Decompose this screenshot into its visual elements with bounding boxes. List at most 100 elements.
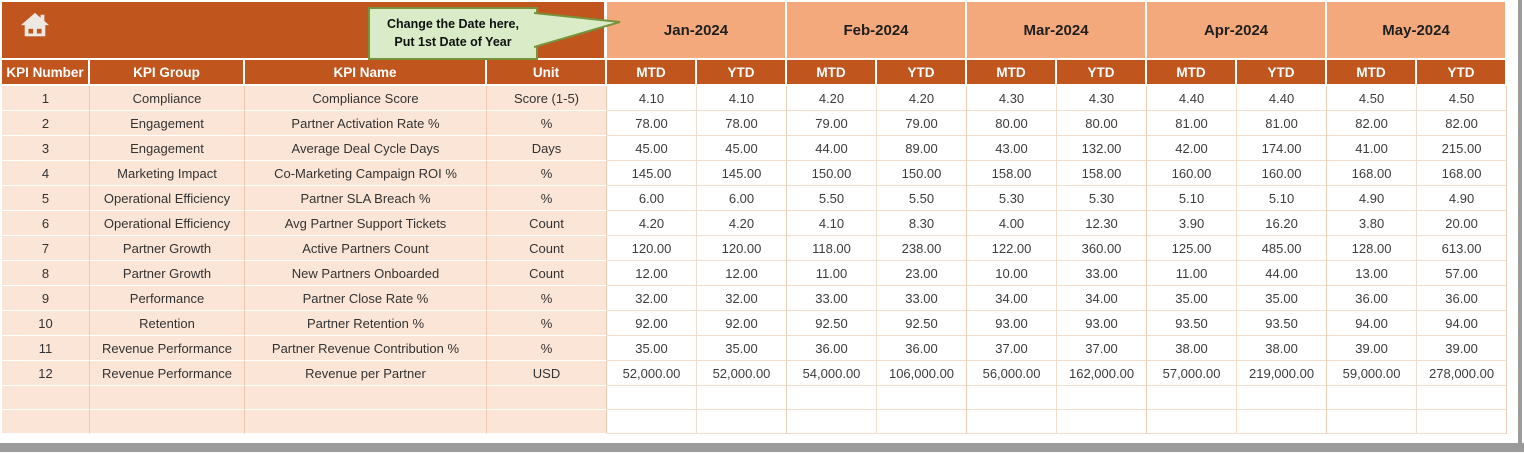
value-cell[interactable]: 160.00 (1147, 161, 1238, 186)
value-cell[interactable]: 4.20 (697, 211, 787, 236)
empty-cell[interactable] (2, 410, 90, 434)
empty-cell[interactable] (967, 386, 1058, 410)
empty-cell[interactable] (245, 410, 487, 434)
month-header-4[interactable]: May-2024 (1327, 2, 1508, 60)
value-cell[interactable]: 37.00 (1057, 336, 1148, 361)
empty-cell[interactable] (1327, 386, 1418, 410)
month-header-2[interactable]: Mar-2024 (967, 2, 1148, 60)
value-cell[interactable]: 34.00 (1057, 286, 1148, 311)
value-cell[interactable]: 44.00 (787, 136, 877, 161)
value-cell[interactable]: 94.00 (1417, 311, 1508, 336)
value-cell[interactable]: 93.00 (1057, 311, 1148, 336)
empty-cell[interactable] (1417, 410, 1508, 434)
kpi-name-cell[interactable]: Co-Marketing Campaign ROI % (245, 161, 487, 186)
unit-cell[interactable]: % (487, 111, 607, 136)
kpi-group-cell[interactable]: Marketing Impact (90, 161, 245, 186)
value-cell[interactable]: 4.20 (607, 211, 697, 236)
unit-cell[interactable]: % (487, 311, 607, 336)
value-cell[interactable]: 79.00 (787, 111, 877, 136)
month-header-3[interactable]: Apr-2024 (1147, 2, 1328, 60)
value-cell[interactable]: 79.00 (877, 111, 968, 136)
value-cell[interactable]: 11.00 (1147, 261, 1238, 286)
value-cell[interactable]: 5.50 (787, 186, 877, 211)
kpi-group-cell[interactable]: Engagement (90, 111, 245, 136)
kpi-group-cell[interactable]: Operational Efficiency (90, 186, 245, 211)
empty-cell[interactable] (245, 386, 487, 410)
col-header-kpi-group[interactable]: KPI Group (90, 60, 245, 86)
value-cell[interactable]: 23.00 (877, 261, 968, 286)
value-cell[interactable]: 132.00 (1057, 136, 1148, 161)
period-header-ytd-month0[interactable]: YTD (697, 60, 787, 86)
kpi-number-cell[interactable]: 11 (2, 336, 90, 361)
value-cell[interactable]: 3.90 (1147, 211, 1238, 236)
period-header-mtd-month0[interactable]: MTD (607, 60, 697, 86)
empty-cell[interactable] (487, 410, 607, 434)
period-header-mtd-month2[interactable]: MTD (967, 60, 1058, 86)
month-header-0[interactable]: Jan-2024 (607, 2, 787, 60)
kpi-group-cell[interactable]: Partner Growth (90, 236, 245, 261)
value-cell[interactable]: 215.00 (1417, 136, 1508, 161)
value-cell[interactable]: 52,000.00 (607, 361, 697, 386)
kpi-number-cell[interactable]: 6 (2, 211, 90, 236)
value-cell[interactable]: 4.20 (787, 86, 877, 111)
value-cell[interactable]: 5.30 (967, 186, 1058, 211)
empty-cell[interactable] (2, 386, 90, 410)
value-cell[interactable]: 80.00 (1057, 111, 1148, 136)
value-cell[interactable]: 33.00 (787, 286, 877, 311)
value-cell[interactable]: 145.00 (697, 161, 787, 186)
unit-cell[interactable]: Count (487, 236, 607, 261)
empty-cell[interactable] (607, 386, 697, 410)
value-cell[interactable]: 82.00 (1417, 111, 1508, 136)
value-cell[interactable]: 128.00 (1327, 236, 1418, 261)
unit-cell[interactable]: Count (487, 211, 607, 236)
value-cell[interactable]: 54,000.00 (787, 361, 877, 386)
value-cell[interactable]: 238.00 (877, 236, 968, 261)
empty-cell[interactable] (1057, 386, 1148, 410)
value-cell[interactable]: 12.00 (697, 261, 787, 286)
value-cell[interactable]: 168.00 (1417, 161, 1508, 186)
value-cell[interactable]: 36.00 (1417, 286, 1508, 311)
kpi-name-cell[interactable]: Active Partners Count (245, 236, 487, 261)
value-cell[interactable]: 33.00 (877, 286, 968, 311)
kpi-number-cell[interactable]: 8 (2, 261, 90, 286)
value-cell[interactable]: 4.30 (1057, 86, 1148, 111)
value-cell[interactable]: 92.50 (877, 311, 968, 336)
value-cell[interactable]: 42.00 (1147, 136, 1238, 161)
kpi-group-cell[interactable]: Partner Growth (90, 261, 245, 286)
value-cell[interactable]: 78.00 (697, 111, 787, 136)
value-cell[interactable]: 10.00 (967, 261, 1058, 286)
value-cell[interactable]: 13.00 (1327, 261, 1418, 286)
value-cell[interactable]: 4.30 (967, 86, 1058, 111)
value-cell[interactable]: 4.10 (607, 86, 697, 111)
empty-cell[interactable] (1147, 386, 1238, 410)
kpi-group-cell[interactable]: Revenue Performance (90, 361, 245, 386)
unit-cell[interactable]: % (487, 186, 607, 211)
period-header-mtd-month3[interactable]: MTD (1147, 60, 1238, 86)
value-cell[interactable]: 35.00 (1237, 286, 1328, 311)
col-header-kpi-number[interactable]: KPI Number (2, 60, 90, 86)
unit-cell[interactable]: Count (487, 261, 607, 286)
value-cell[interactable]: 34.00 (967, 286, 1058, 311)
empty-cell[interactable] (90, 386, 245, 410)
value-cell[interactable]: 45.00 (697, 136, 787, 161)
empty-cell[interactable] (487, 386, 607, 410)
kpi-group-cell[interactable]: Engagement (90, 136, 245, 161)
value-cell[interactable]: 4.90 (1327, 186, 1418, 211)
value-cell[interactable]: 59,000.00 (1327, 361, 1418, 386)
value-cell[interactable]: 38.00 (1147, 336, 1238, 361)
value-cell[interactable]: 20.00 (1417, 211, 1508, 236)
col-header-unit[interactable]: Unit (487, 60, 607, 86)
value-cell[interactable]: 613.00 (1417, 236, 1508, 261)
kpi-number-cell[interactable]: 2 (2, 111, 90, 136)
value-cell[interactable]: 4.20 (877, 86, 968, 111)
empty-cell[interactable] (1237, 410, 1328, 434)
value-cell[interactable]: 145.00 (607, 161, 697, 186)
value-cell[interactable]: 4.10 (697, 86, 787, 111)
value-cell[interactable]: 80.00 (967, 111, 1058, 136)
period-header-ytd-month2[interactable]: YTD (1057, 60, 1148, 86)
empty-cell[interactable] (1327, 410, 1418, 434)
kpi-name-cell[interactable]: Partner SLA Breach % (245, 186, 487, 211)
value-cell[interactable]: 93.50 (1237, 311, 1328, 336)
value-cell[interactable]: 56,000.00 (967, 361, 1058, 386)
kpi-number-cell[interactable]: 4 (2, 161, 90, 186)
